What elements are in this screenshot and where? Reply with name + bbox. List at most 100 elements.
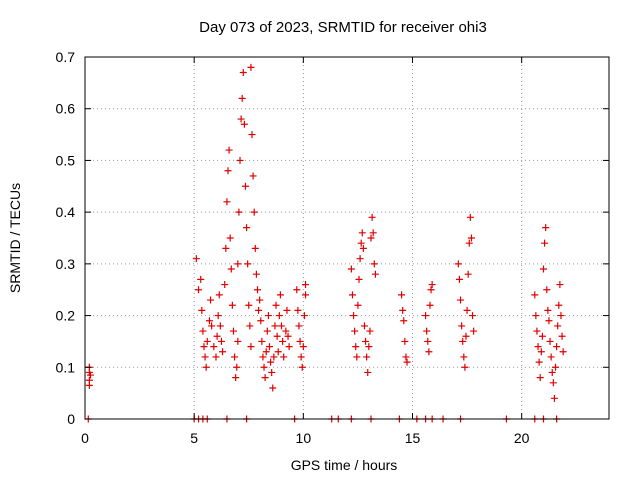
data-point	[295, 322, 303, 330]
data-point	[294, 306, 302, 314]
data-point	[422, 312, 430, 320]
data-point	[535, 358, 543, 366]
data-point	[269, 384, 277, 392]
data-point	[369, 229, 377, 237]
data-points	[84, 63, 567, 423]
data-point	[263, 327, 271, 335]
data-point	[537, 348, 545, 356]
data-point	[363, 353, 371, 361]
data-point	[454, 260, 462, 268]
y-tick-label: 0.4	[56, 204, 76, 220]
x-tick-label: 0	[81, 430, 89, 446]
data-point	[246, 322, 254, 330]
data-point	[367, 234, 375, 242]
data-point	[200, 343, 208, 351]
data-point	[541, 239, 549, 247]
data-point	[212, 353, 220, 361]
data-point	[355, 275, 363, 283]
data-point	[427, 286, 435, 294]
data-point	[243, 224, 251, 232]
y-tick-label: 0	[67, 411, 75, 427]
data-point	[548, 368, 556, 376]
data-point	[558, 332, 566, 340]
data-point	[217, 337, 225, 345]
data-point	[455, 275, 463, 283]
y-tick-label: 0.3	[56, 256, 76, 272]
data-point	[470, 327, 478, 335]
x-tick-label: 5	[190, 430, 198, 446]
data-point	[544, 306, 552, 314]
data-point	[296, 337, 304, 345]
data-point	[543, 286, 551, 294]
data-point	[545, 317, 553, 325]
data-point	[244, 260, 252, 268]
data-point	[238, 94, 246, 102]
data-point	[278, 322, 285, 330]
data-point	[350, 312, 358, 320]
data-point	[274, 348, 282, 356]
data-point	[221, 281, 229, 289]
data-point	[302, 281, 310, 289]
data-point	[259, 353, 267, 361]
data-point	[210, 343, 218, 351]
data-point	[425, 348, 433, 356]
data-point	[457, 296, 465, 304]
data-point	[366, 327, 374, 335]
data-point	[536, 374, 544, 382]
data-point	[550, 394, 558, 402]
y-tick-label: 0.6	[56, 101, 76, 117]
y-axis-label: SRMTID / TECUs	[7, 183, 23, 293]
data-point	[466, 213, 474, 221]
data-point	[399, 306, 407, 314]
data-point	[199, 327, 207, 335]
data-point	[262, 348, 270, 356]
data-point	[267, 358, 275, 366]
data-point	[542, 224, 550, 232]
data-point	[546, 337, 554, 345]
x-tick-label: 20	[514, 430, 530, 446]
data-point	[285, 343, 293, 351]
data-point	[203, 337, 211, 345]
data-point	[462, 332, 470, 340]
y-tick-label: 0.1	[56, 359, 76, 375]
data-point	[241, 182, 249, 190]
data-point	[557, 312, 565, 320]
data-point	[256, 296, 264, 304]
data-point	[219, 348, 227, 356]
data-point	[261, 374, 269, 382]
data-point	[549, 379, 557, 387]
data-point	[223, 198, 231, 206]
data-point	[252, 270, 260, 278]
data-point	[347, 265, 355, 273]
data-point	[265, 343, 273, 351]
data-point	[554, 322, 562, 330]
data-point	[464, 270, 472, 278]
data-point	[354, 301, 362, 309]
data-point	[226, 234, 234, 242]
data-point	[300, 312, 308, 320]
data-point	[195, 286, 203, 294]
data-point	[362, 337, 370, 345]
data-point	[534, 343, 542, 351]
data-point	[229, 327, 237, 335]
y-tick-label: 0.5	[56, 152, 76, 168]
data-point	[358, 229, 366, 237]
data-point	[268, 368, 276, 376]
axis-ticks: 0 0.1 0.2 0.3 0.4 0.5 0.6 0.7 0 5 10 15 20	[56, 49, 609, 446]
data-point	[364, 368, 372, 376]
data-point	[547, 353, 555, 361]
data-point	[298, 363, 306, 371]
data-point	[402, 353, 410, 361]
data-point	[459, 337, 467, 345]
data-point	[257, 317, 265, 325]
data-point	[426, 301, 434, 309]
data-point	[231, 353, 239, 361]
data-point	[555, 301, 563, 309]
data-point	[368, 213, 376, 221]
data-point	[538, 332, 546, 340]
data-point	[271, 322, 279, 330]
data-point	[531, 291, 539, 299]
data-point	[227, 265, 235, 273]
data-point	[237, 115, 245, 123]
data-point	[250, 208, 258, 216]
